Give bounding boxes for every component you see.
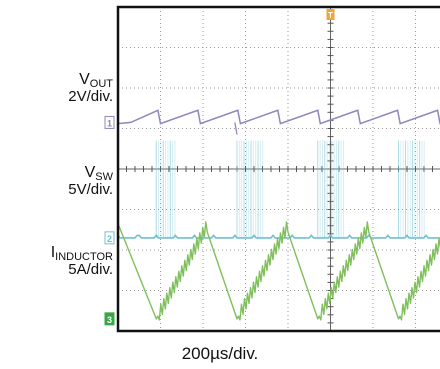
ch3-marker: 3 [107, 315, 112, 325]
vout-name: V [79, 71, 90, 88]
trigger-marker: T [328, 11, 333, 20]
inductor-current-trace [118, 221, 440, 321]
trigger-marker-box [326, 9, 335, 20]
vsw-label: VSW 5V/div. [68, 164, 113, 198]
ch2-marker-box [104, 231, 115, 245]
vout-trace [118, 109, 440, 125]
vout-label: VOUT 2V/div. [68, 71, 113, 105]
vout-subscript: OUT [89, 78, 113, 90]
ch3-marker-box [104, 312, 115, 326]
ch1-marker-box [104, 115, 115, 129]
inductor-subscript: INDUCTOR [55, 251, 113, 263]
timebase-label: 200µs/div. [181, 344, 259, 363]
inductor-label: IINDUCTOR 5A/div. [51, 244, 113, 278]
vout-spike [234, 122, 238, 135]
vsw-scale: 5V/div. [68, 181, 113, 198]
ch1-marker: 1 [107, 118, 112, 128]
vsw-trace-group [118, 140, 440, 239]
vsw-trace [118, 234, 440, 239]
vout-scale: 2V/div. [68, 88, 113, 105]
vsw-subscript: SW [95, 171, 113, 183]
scope-frame [116, 5, 440, 333]
inductor-name: I [50, 244, 56, 261]
vsw-name: V [84, 164, 96, 181]
ch2-marker: 2 [107, 234, 112, 244]
inductor-scale: 5A/div. [68, 261, 113, 278]
inductor-trace-group [118, 221, 440, 321]
